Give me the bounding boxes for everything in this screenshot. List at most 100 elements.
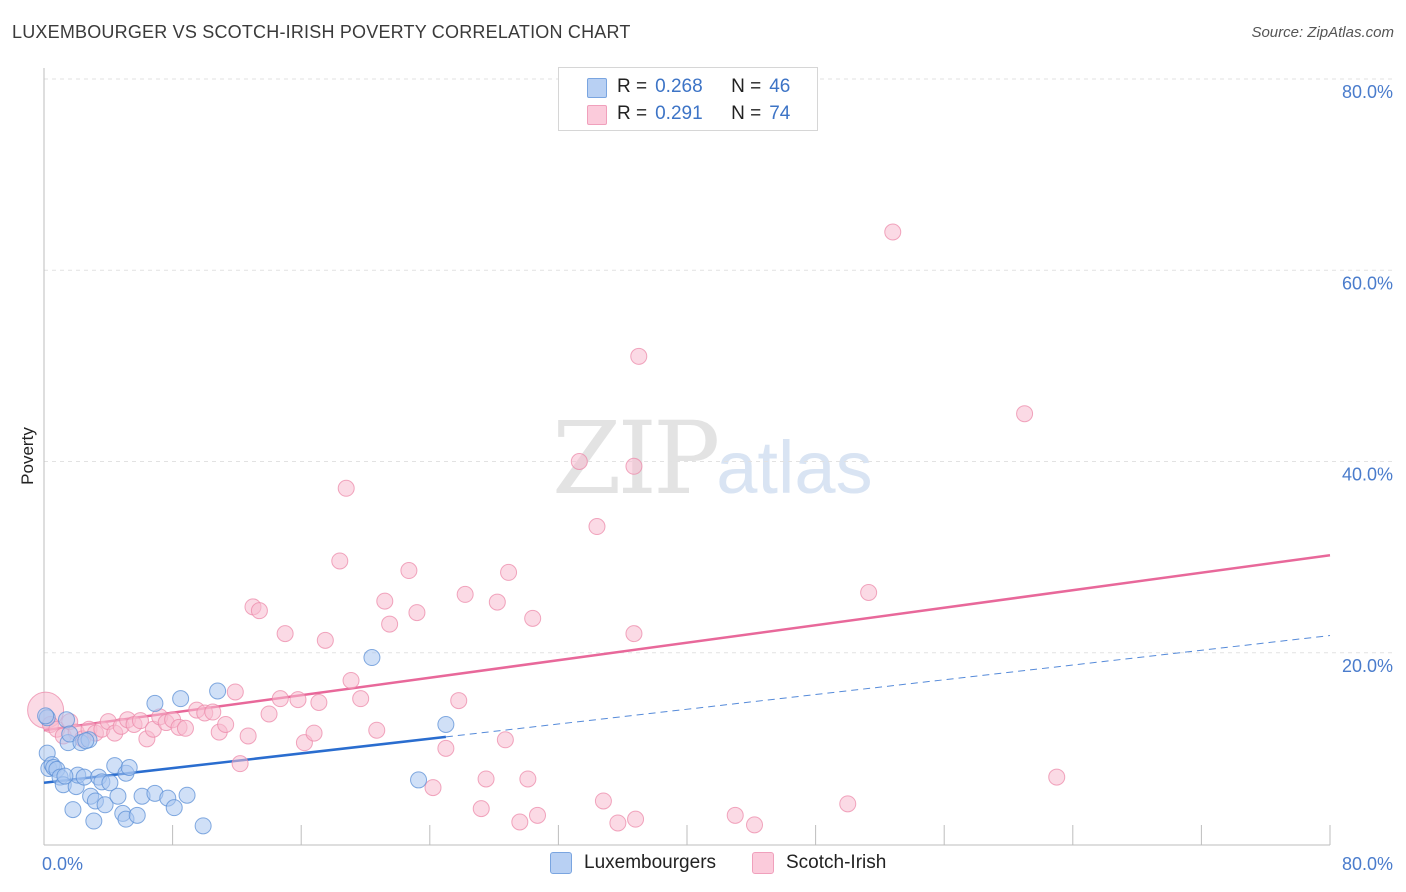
legend-r-value: 0.291 — [655, 103, 703, 124]
y-tick-label: 40.0% — [1342, 465, 1393, 485]
legend-swatch-luxembourgers — [587, 78, 607, 98]
scotch-irish-point — [289, 691, 307, 709]
luxembourger-trend-extension — [445, 635, 1331, 738]
legend-n-value: 46 — [769, 76, 791, 97]
luxembourger-point — [178, 786, 196, 804]
scotch-irish-point — [376, 592, 394, 610]
source-credit: Source: ZipAtlas.com — [1251, 24, 1394, 41]
scotch-irish-point — [381, 615, 399, 633]
scotch-irish-point — [400, 562, 418, 580]
luxembourger-point — [437, 715, 455, 733]
scotch-irish-point — [570, 453, 588, 470]
axes — [43, 68, 1331, 846]
scotch-irish-point — [488, 593, 506, 611]
legend-swatch-scotch-irish — [587, 105, 607, 125]
luxembourger-point — [363, 649, 381, 667]
luxembourger-point — [146, 694, 164, 712]
chart-title: LUXEMBOURGER VS SCOTCH-IRISH POVERTY COR… — [12, 22, 631, 42]
scotch-irish-point — [310, 693, 328, 711]
scotch-irish-point — [477, 770, 495, 788]
y-axis-label: Poverty — [18, 427, 37, 485]
luxembourger-point — [85, 812, 103, 830]
scotch-irish-point — [524, 609, 542, 627]
scotch-irish-point — [331, 552, 349, 570]
luxembourger-point — [64, 801, 82, 819]
y-tick-label: 80.0% — [1342, 82, 1393, 102]
scotch-irish-point — [305, 724, 323, 742]
scotch-irish-point — [316, 631, 334, 649]
gridlines — [44, 78, 1393, 654]
scotch-irish-point — [500, 563, 518, 581]
scotch-irish-point — [860, 584, 878, 602]
scotch-irish-point — [217, 715, 235, 733]
legend-r-label: R = — [617, 103, 648, 124]
y-tick-label: 60.0% — [1342, 273, 1393, 293]
bottom-legend-swatch-luxembourgers — [550, 852, 572, 874]
luxembourger-point — [128, 806, 146, 824]
scotch-irish-point — [368, 721, 386, 739]
scotch-irish-point — [342, 671, 360, 689]
scotch-irish-point — [884, 223, 902, 241]
scotch-irish-point — [239, 727, 257, 745]
scotch-irish-point — [352, 690, 370, 708]
tick-labels: 20.0% 40.0% 60.0% 80.0% 0.0% 80.0% — [42, 82, 1393, 874]
scotch-irish-point — [226, 683, 244, 701]
scotch-irish-point — [337, 479, 355, 497]
scotch-irish-point — [456, 585, 474, 603]
luxembourger-point — [194, 817, 212, 835]
scotch-irish-point — [594, 792, 612, 810]
scotch-irish-point — [625, 457, 643, 475]
bottom-legend-label-luxembourgers: Luxembourgers — [584, 852, 717, 873]
bottom-legend-swatch-scotch-irish — [752, 852, 774, 874]
bottom-legend-luxembourgers: Luxembourgers — [550, 852, 716, 874]
scotch-irish-point — [450, 692, 468, 710]
scotch-irish-point — [630, 347, 648, 365]
legend-n-label: N = — [731, 103, 762, 124]
scotch-irish-point — [627, 810, 645, 828]
luxembourger-point — [61, 725, 79, 743]
legend-row-scotch-irish: R = 0.291 N = 74 — [587, 101, 790, 127]
scotch-irish-point — [424, 779, 442, 797]
scotch-irish-point — [276, 625, 294, 643]
scotch-irish-point — [625, 625, 643, 643]
legend-n-value: 74 — [769, 103, 791, 124]
scotch-irish-point — [204, 703, 222, 721]
luxembourger-point — [109, 787, 127, 805]
scotch-irish-point — [588, 518, 606, 536]
legend-n-label: N = — [731, 76, 762, 97]
data-points — [27, 223, 1066, 835]
x-tick-label: 0.0% — [42, 854, 83, 874]
scotch-irish-point — [1016, 405, 1034, 423]
luxembourger-point — [56, 767, 74, 785]
legend-r-label: R = — [617, 76, 648, 97]
luxembourger-point — [172, 690, 190, 708]
scotch-irish-point — [472, 800, 490, 818]
bottom-legend-label-scotch-irish: Scotch-Irish — [786, 852, 887, 873]
scotch-irish-point — [176, 719, 194, 737]
scotch-irish-point — [529, 806, 547, 824]
y-tick-label: 20.0% — [1342, 656, 1393, 676]
scotch-irish-point — [437, 739, 455, 757]
scotch-irish-point — [726, 806, 744, 824]
scotch-irish-point — [496, 731, 514, 749]
luxembourger-point — [120, 759, 138, 776]
scotch-irish-trend-line — [43, 553, 1331, 732]
watermark-atlas: atlas — [716, 426, 873, 509]
scotch-irish-point — [511, 813, 529, 831]
luxembourger-point — [209, 682, 227, 700]
luxembourger-point — [77, 732, 95, 750]
luxembourger-point — [101, 774, 119, 792]
scotch-irish-point — [131, 712, 149, 730]
luxembourger-point — [37, 707, 55, 725]
legend-r-value: 0.268 — [655, 76, 703, 97]
scotch-irish-point — [1048, 768, 1066, 786]
scotch-irish-point — [746, 816, 764, 834]
bottom-legend-scotch-irish: Scotch-Irish — [752, 852, 886, 874]
scotch-irish-point — [260, 705, 278, 723]
luxembourger-point — [96, 796, 114, 814]
legend: R = 0.268 N = 46 R = 0.291 N = 74 — [558, 67, 818, 131]
luxembourger-point — [165, 799, 183, 817]
scotch-irish-point — [609, 814, 627, 832]
scotch-irish-point — [519, 770, 537, 788]
